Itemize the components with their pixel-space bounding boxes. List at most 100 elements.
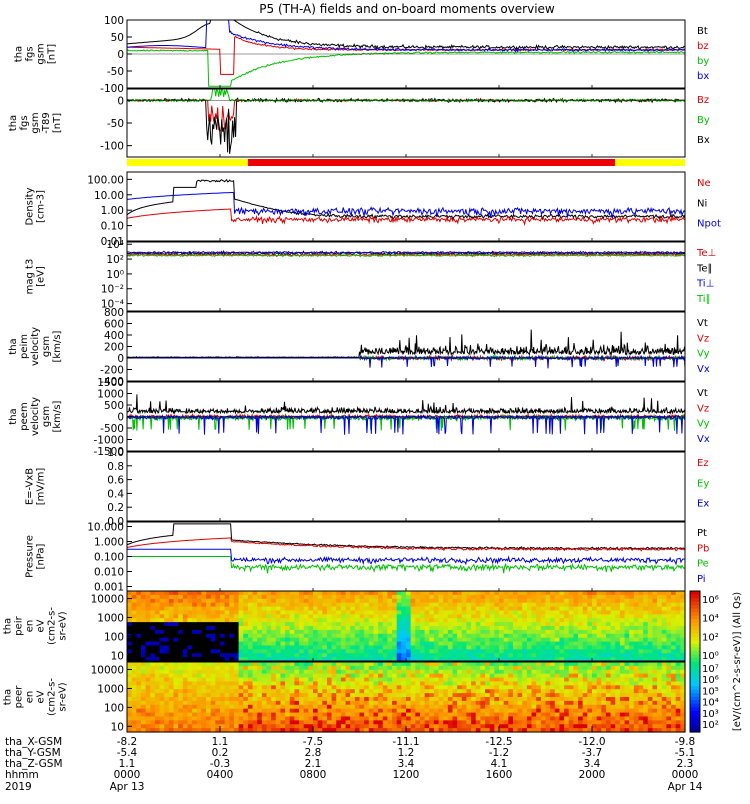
- ion-spectrogram-cell: [275, 602, 282, 608]
- ion-spectrogram-cell: [145, 653, 151, 658]
- electron-spectrogram-cell: [140, 716, 147, 721]
- electron-spectrogram-cell: [182, 700, 189, 706]
- ion-spectrogram-cell: [494, 649, 500, 654]
- ion-spectrogram-cell: [629, 626, 635, 631]
- electron-spectrogram-cell: [136, 700, 142, 706]
- electron-spectrogram-cell: [150, 704, 156, 710]
- electron-spectrogram-cell: [671, 693, 677, 698]
- electron-spectrogram-cell: [154, 673, 161, 679]
- ion-spectrogram-cell: [289, 591, 295, 596]
- ion-spectrogram-cell: [294, 610, 300, 615]
- electron-spectrogram-cell: [619, 708, 626, 714]
- ion-spectrogram-cell: [145, 618, 151, 623]
- electron-spectrogram-cell: [587, 728, 593, 733]
- ion-spectrogram-cell: [457, 626, 463, 631]
- ion-spectrogram-cell: [336, 649, 342, 654]
- ion-spectrogram-cell: [280, 626, 286, 631]
- electron-spectrogram-cell: [192, 712, 198, 718]
- electron-spectrogram-cell: [359, 673, 365, 679]
- electron-spectrogram-cell: [168, 728, 175, 733]
- electron-spectrogram-cell: [210, 689, 216, 694]
- ion-spectrogram-cell: [164, 629, 170, 635]
- ion-spectrogram-cell: [396, 633, 402, 639]
- electron-spectrogram-cell: [229, 673, 235, 679]
- electron-spectrogram-cell: [275, 689, 282, 694]
- ion-spectrogram-cell: [605, 610, 612, 615]
- electron-spectrogram-cell: [159, 716, 165, 721]
- ion-spectrogram-cell: [308, 606, 314, 612]
- ion-spectrogram-cell: [499, 614, 505, 619]
- ion-spectrogram-cell: [526, 610, 533, 615]
- ion-spectrogram-cell: [578, 645, 584, 650]
- electron-spectrogram-cell: [615, 716, 621, 721]
- ion-spectrogram-cell: [652, 614, 658, 619]
- ion-spectrogram-cell: [159, 591, 165, 596]
- electron-spectrogram-cell: [596, 685, 602, 690]
- ion-spectrogram-cell: [485, 614, 491, 619]
- electron-spectrogram-cell: [257, 697, 263, 702]
- electron-spectrogram-cell: [280, 712, 286, 718]
- ion-spectrogram-cell: [354, 645, 361, 650]
- electron-spectrogram-cell: [387, 716, 393, 721]
- ion-spectrogram-cell: [433, 591, 440, 596]
- electron-spectrogram-cell: [582, 720, 588, 725]
- electron-spectrogram-cell: [299, 728, 305, 733]
- ion-spectrogram-cell: [187, 641, 193, 647]
- electron-spectrogram-cell: [127, 677, 133, 683]
- electron-spectrogram-cell: [373, 708, 379, 714]
- electron-spectrogram-cell: [150, 712, 156, 718]
- electron-spectrogram-cell: [415, 728, 421, 733]
- ion-spectrogram-cell: [531, 602, 537, 608]
- ion-spectrogram-cell: [373, 610, 379, 615]
- ion-spectrogram-cell: [410, 598, 416, 604]
- electron-spectrogram-cell: [136, 728, 142, 733]
- ion-spectrogram-cell: [154, 649, 161, 654]
- ion-spectrogram-cell: [392, 649, 398, 654]
- ion-spectrogram-cell: [471, 649, 477, 654]
- electron-spectrogram-cell: [140, 669, 147, 675]
- electron-spectrogram-cell: [410, 720, 416, 725]
- electron-spectrogram-cell: [252, 681, 258, 686]
- ion-spectrogram-cell: [652, 594, 658, 600]
- ion-spectrogram-cell: [624, 629, 630, 635]
- electron-spectrogram-cell: [415, 665, 421, 671]
- electron-spectrogram-cell: [489, 689, 495, 694]
- ion-spectrogram-cell: [503, 591, 509, 596]
- electron-spectrogram-cell: [447, 708, 454, 714]
- electron-spectrogram-cell: [299, 724, 305, 729]
- ion-spectrogram-cell: [419, 618, 426, 623]
- electron-spectrogram-cell: [247, 712, 254, 718]
- electron-spectrogram-cell: [508, 712, 514, 718]
- electron-spectrogram-cell: [206, 673, 212, 679]
- electron-spectrogram-cell: [647, 708, 654, 714]
- ion-spectrogram-cell: [201, 610, 207, 615]
- electron-spectrogram-cell: [415, 673, 421, 679]
- colorbar-frame: [689, 590, 701, 733]
- electron-spectrogram-cell: [159, 720, 165, 725]
- electron-spectrogram-cell: [215, 673, 221, 679]
- ion-spectrogram-cell: [559, 637, 565, 643]
- electron-spectrogram-cell: [457, 669, 463, 675]
- ion-spectrogram-cell: [494, 629, 500, 635]
- ion-spectrogram-cell: [187, 626, 193, 631]
- ion-spectrogram-cell: [601, 657, 607, 662]
- electron-spectrogram-cell: [624, 665, 630, 671]
- ephem-value: -12.5: [485, 736, 512, 748]
- colorbar-cell: [690, 661, 700, 666]
- electron-spectrogram-cell: [480, 685, 486, 690]
- ion-spectrogram-cell: [252, 614, 258, 619]
- ion-spectrogram-cell: [136, 618, 142, 623]
- ephem-value: 0000: [672, 769, 699, 781]
- ion-spectrogram-cell: [224, 598, 230, 604]
- y-axis-label-line: velocity: [30, 327, 41, 366]
- ion-spectrogram-cell: [615, 606, 621, 612]
- y-tick-label: -50: [107, 66, 124, 78]
- ion-spectrogram-cell: [322, 645, 328, 650]
- electron-spectrogram-cell: [443, 724, 449, 729]
- ion-spectrogram-cell: [517, 626, 523, 631]
- electron-spectrogram-cell: [257, 700, 263, 706]
- electron-spectrogram-cell: [443, 669, 449, 675]
- electron-spectrogram-cell: [187, 728, 193, 733]
- electron-spectrogram-cell: [424, 716, 430, 721]
- ion-spectrogram-cell: [233, 626, 240, 631]
